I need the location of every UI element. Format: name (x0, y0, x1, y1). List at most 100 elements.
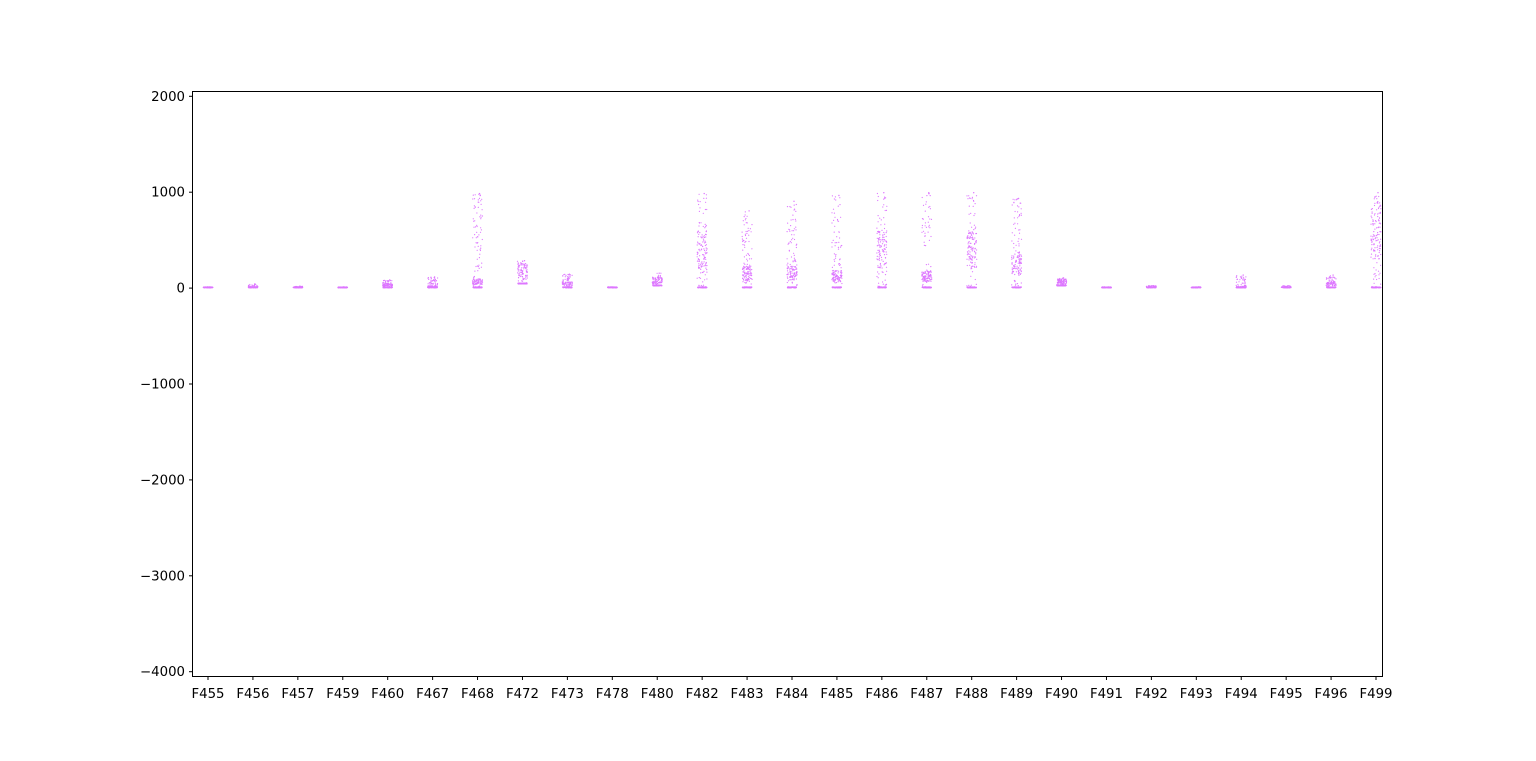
data-point (787, 277, 789, 279)
data-point (1015, 271, 1018, 273)
x-tick-label: F485 (820, 687, 853, 702)
data-point (1237, 283, 1239, 286)
data-point (251, 285, 253, 287)
data-point (1330, 282, 1332, 284)
data-point (1236, 278, 1238, 281)
data-point (967, 198, 969, 200)
data-point (476, 278, 478, 280)
data-point (793, 286, 795, 288)
data-point (1235, 284, 1237, 286)
data-point (968, 286, 971, 289)
data-point (567, 279, 569, 281)
data-point (565, 284, 568, 286)
data-point (473, 220, 475, 222)
data-point (517, 269, 520, 271)
data-point (699, 250, 701, 252)
data-point (473, 198, 476, 200)
data-point (831, 246, 833, 248)
data-point (1102, 286, 1104, 288)
data-point (300, 286, 302, 288)
data-point (1376, 198, 1378, 200)
data-point (929, 208, 932, 210)
data-point (1241, 275, 1243, 277)
data-point (1235, 287, 1238, 289)
data-point (745, 217, 747, 220)
data-point (1374, 273, 1376, 275)
data-point (1061, 277, 1064, 279)
data-point (1379, 245, 1381, 247)
data-point (698, 233, 700, 235)
data-point (745, 254, 748, 256)
data-point (974, 213, 976, 215)
data-point (742, 249, 744, 251)
data-point (789, 263, 791, 266)
data-point (924, 232, 926, 234)
data-point (796, 272, 798, 274)
x-tick-label: F489 (1000, 687, 1033, 702)
data-point (1289, 285, 1292, 287)
x-tick-label: F484 (775, 687, 808, 702)
data-point (876, 192, 879, 195)
data-point (434, 281, 436, 283)
data-point (1018, 274, 1020, 276)
data-point-max (748, 210, 750, 212)
data-point (1333, 276, 1335, 278)
data-point (1377, 239, 1379, 241)
data-point (878, 249, 880, 251)
data-point (699, 242, 701, 245)
data-point (786, 264, 788, 266)
data-point (1325, 283, 1328, 285)
data-point (794, 276, 796, 278)
data-point (705, 244, 708, 246)
data-point (702, 235, 704, 237)
data-point (475, 242, 477, 244)
data-point (922, 279, 924, 281)
data-point (473, 226, 475, 228)
strip-f455 (202, 286, 214, 289)
data-point (706, 248, 708, 250)
data-point (1373, 235, 1375, 237)
data-point (744, 241, 746, 243)
data-point (741, 231, 743, 233)
data-point (1011, 240, 1013, 242)
data-point (880, 224, 882, 226)
data-point (700, 272, 702, 274)
data-point (706, 265, 708, 267)
data-point (479, 216, 481, 218)
data-point (481, 262, 483, 264)
data-point (1020, 214, 1023, 216)
data-point (971, 265, 973, 267)
data-point (970, 275, 972, 277)
data-point (975, 286, 977, 289)
data-point (882, 250, 884, 252)
data-point (790, 225, 792, 227)
data-point (562, 282, 564, 284)
data-point (1378, 206, 1380, 208)
data-point (1374, 196, 1376, 198)
data-point (388, 286, 390, 289)
data-point (1376, 209, 1378, 211)
data-point (478, 267, 480, 269)
data-point (879, 264, 882, 266)
data-point (885, 235, 887, 238)
data-point (254, 286, 256, 288)
data-point (879, 237, 881, 239)
data-point (750, 283, 752, 285)
data-point (571, 282, 573, 285)
data-point (1332, 285, 1334, 287)
data-point (661, 280, 663, 282)
data-point (705, 247, 707, 249)
data-point (968, 245, 970, 247)
data-point (881, 243, 884, 245)
data-point (879, 234, 881, 236)
data-point (1013, 255, 1015, 257)
data-point (751, 273, 753, 275)
data-point (879, 262, 882, 265)
data-point (571, 284, 573, 286)
data-point (1242, 286, 1244, 288)
data-point (750, 271, 752, 274)
data-point (792, 260, 794, 262)
data-point (1374, 223, 1376, 225)
data-point (968, 232, 970, 234)
data-point (793, 278, 795, 280)
